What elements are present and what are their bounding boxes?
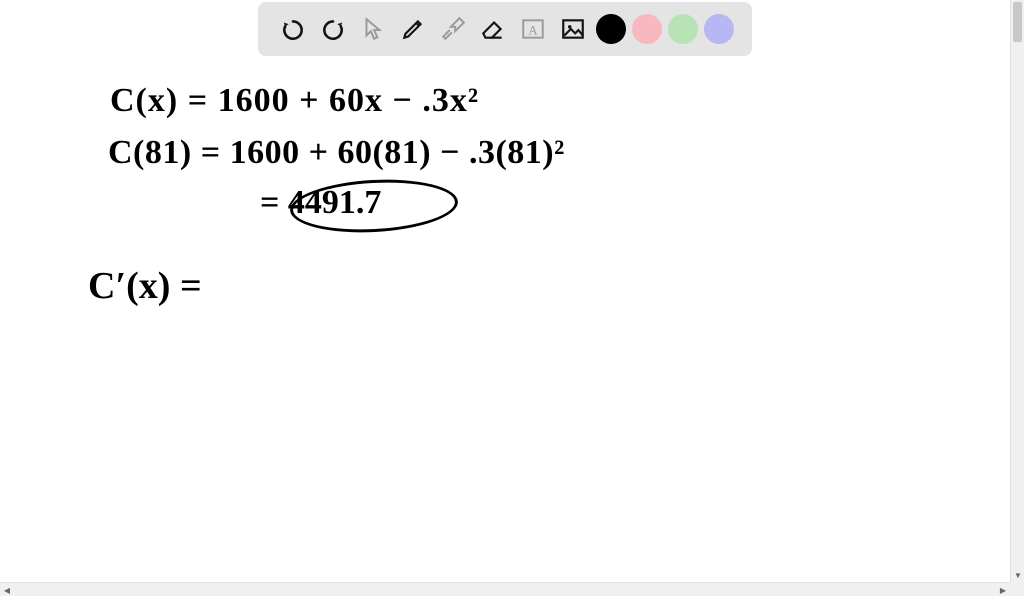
viewport: A C(x) = 1600 + 60x − .3x² C(81) = 1600 … — [0, 0, 1024, 596]
redo-button[interactable] — [316, 12, 350, 46]
handwriting-line-4: C′(x) = — [88, 264, 202, 308]
toolbar: A — [258, 2, 752, 56]
color-swatch-green[interactable] — [668, 14, 698, 44]
eraser-button[interactable] — [476, 12, 510, 46]
eraser-icon — [480, 16, 506, 42]
pencil-button[interactable] — [396, 12, 430, 46]
redo-icon — [320, 16, 346, 42]
image-icon — [560, 16, 586, 42]
textbox-button[interactable]: A — [516, 12, 550, 46]
color-swatch-pink[interactable] — [632, 14, 662, 44]
pointer-button[interactable] — [356, 12, 390, 46]
textbox-icon: A — [520, 16, 546, 42]
undo-button[interactable] — [276, 12, 310, 46]
pencil-icon — [400, 16, 426, 42]
color-swatch-purple[interactable] — [704, 14, 734, 44]
vertical-scrollbar-thumb[interactable] — [1013, 2, 1022, 42]
handwriting-line-2: C(81) = 1600 + 60(81) − .3(81)² — [108, 134, 565, 172]
content-area: A C(x) = 1600 + 60x − .3x² C(81) = 1600 … — [0, 0, 1010, 582]
wrench-icon — [440, 16, 466, 42]
handwriting-line-1: C(x) = 1600 + 60x − .3x² — [110, 82, 479, 120]
horizontal-scrollbar[interactable]: ◀ ▶ — [0, 582, 1010, 596]
color-swatch-black[interactable] — [596, 14, 626, 44]
undo-icon — [280, 16, 306, 42]
vertical-scrollbar[interactable]: ▲ ▼ — [1010, 0, 1024, 582]
scroll-left-icon[interactable]: ◀ — [0, 583, 14, 596]
scroll-right-icon[interactable]: ▶ — [996, 583, 1010, 596]
pointer-icon — [360, 16, 386, 42]
drawing-canvas[interactable]: C(x) = 1600 + 60x − .3x² C(81) = 1600 + … — [0, 72, 1010, 582]
image-button[interactable] — [556, 12, 590, 46]
scroll-corner — [1010, 582, 1024, 596]
svg-text:A: A — [528, 22, 538, 37]
tools-button[interactable] — [436, 12, 470, 46]
scroll-down-icon[interactable]: ▼ — [1011, 568, 1024, 582]
